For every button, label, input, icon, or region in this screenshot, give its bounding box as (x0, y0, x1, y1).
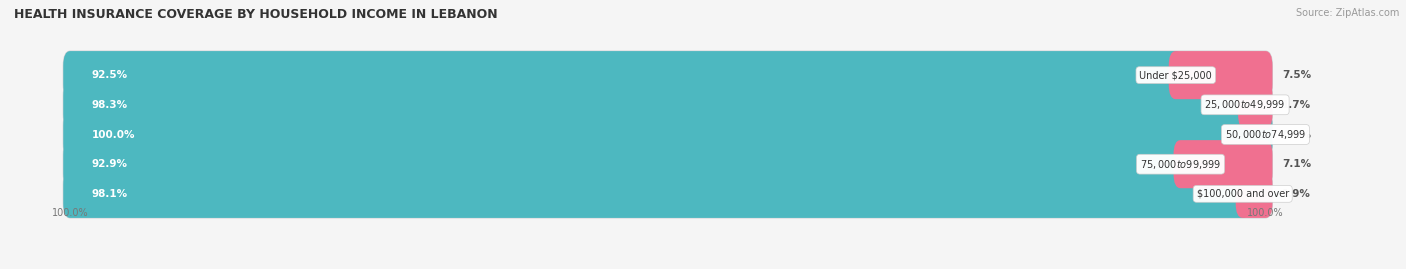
Text: HEALTH INSURANCE COVERAGE BY HOUSEHOLD INCOME IN LEBANON: HEALTH INSURANCE COVERAGE BY HOUSEHOLD I… (14, 8, 498, 21)
FancyBboxPatch shape (1168, 51, 1272, 99)
FancyBboxPatch shape (63, 170, 1250, 218)
Text: $50,000 to $74,999: $50,000 to $74,999 (1225, 128, 1306, 141)
Text: 98.1%: 98.1% (91, 189, 128, 199)
FancyBboxPatch shape (63, 81, 1272, 129)
FancyBboxPatch shape (63, 111, 1272, 158)
FancyBboxPatch shape (1236, 170, 1272, 218)
Text: $25,000 to $49,999: $25,000 to $49,999 (1205, 98, 1285, 111)
Text: 100.0%: 100.0% (91, 129, 135, 140)
FancyBboxPatch shape (63, 81, 1253, 129)
Text: 7.5%: 7.5% (1282, 70, 1312, 80)
FancyBboxPatch shape (1174, 140, 1272, 188)
FancyBboxPatch shape (63, 170, 1272, 218)
Text: 100.0%: 100.0% (1247, 208, 1284, 218)
FancyBboxPatch shape (63, 111, 1272, 158)
Text: 100.0%: 100.0% (52, 208, 89, 218)
FancyBboxPatch shape (1239, 81, 1272, 129)
Text: 7.1%: 7.1% (1282, 159, 1312, 169)
FancyBboxPatch shape (63, 140, 1272, 188)
Text: 98.3%: 98.3% (91, 100, 128, 110)
Text: Under $25,000: Under $25,000 (1139, 70, 1212, 80)
Text: 1.9%: 1.9% (1282, 189, 1312, 199)
Text: 92.9%: 92.9% (91, 159, 128, 169)
Text: 1.7%: 1.7% (1282, 100, 1312, 110)
FancyBboxPatch shape (63, 140, 1188, 188)
Text: $75,000 to $99,999: $75,000 to $99,999 (1140, 158, 1222, 171)
FancyBboxPatch shape (63, 51, 1182, 99)
FancyBboxPatch shape (63, 51, 1272, 99)
Text: $100,000 and over: $100,000 and over (1197, 189, 1289, 199)
Text: 0.0%: 0.0% (1282, 129, 1312, 140)
Text: 92.5%: 92.5% (91, 70, 128, 80)
Text: Source: ZipAtlas.com: Source: ZipAtlas.com (1295, 8, 1399, 18)
